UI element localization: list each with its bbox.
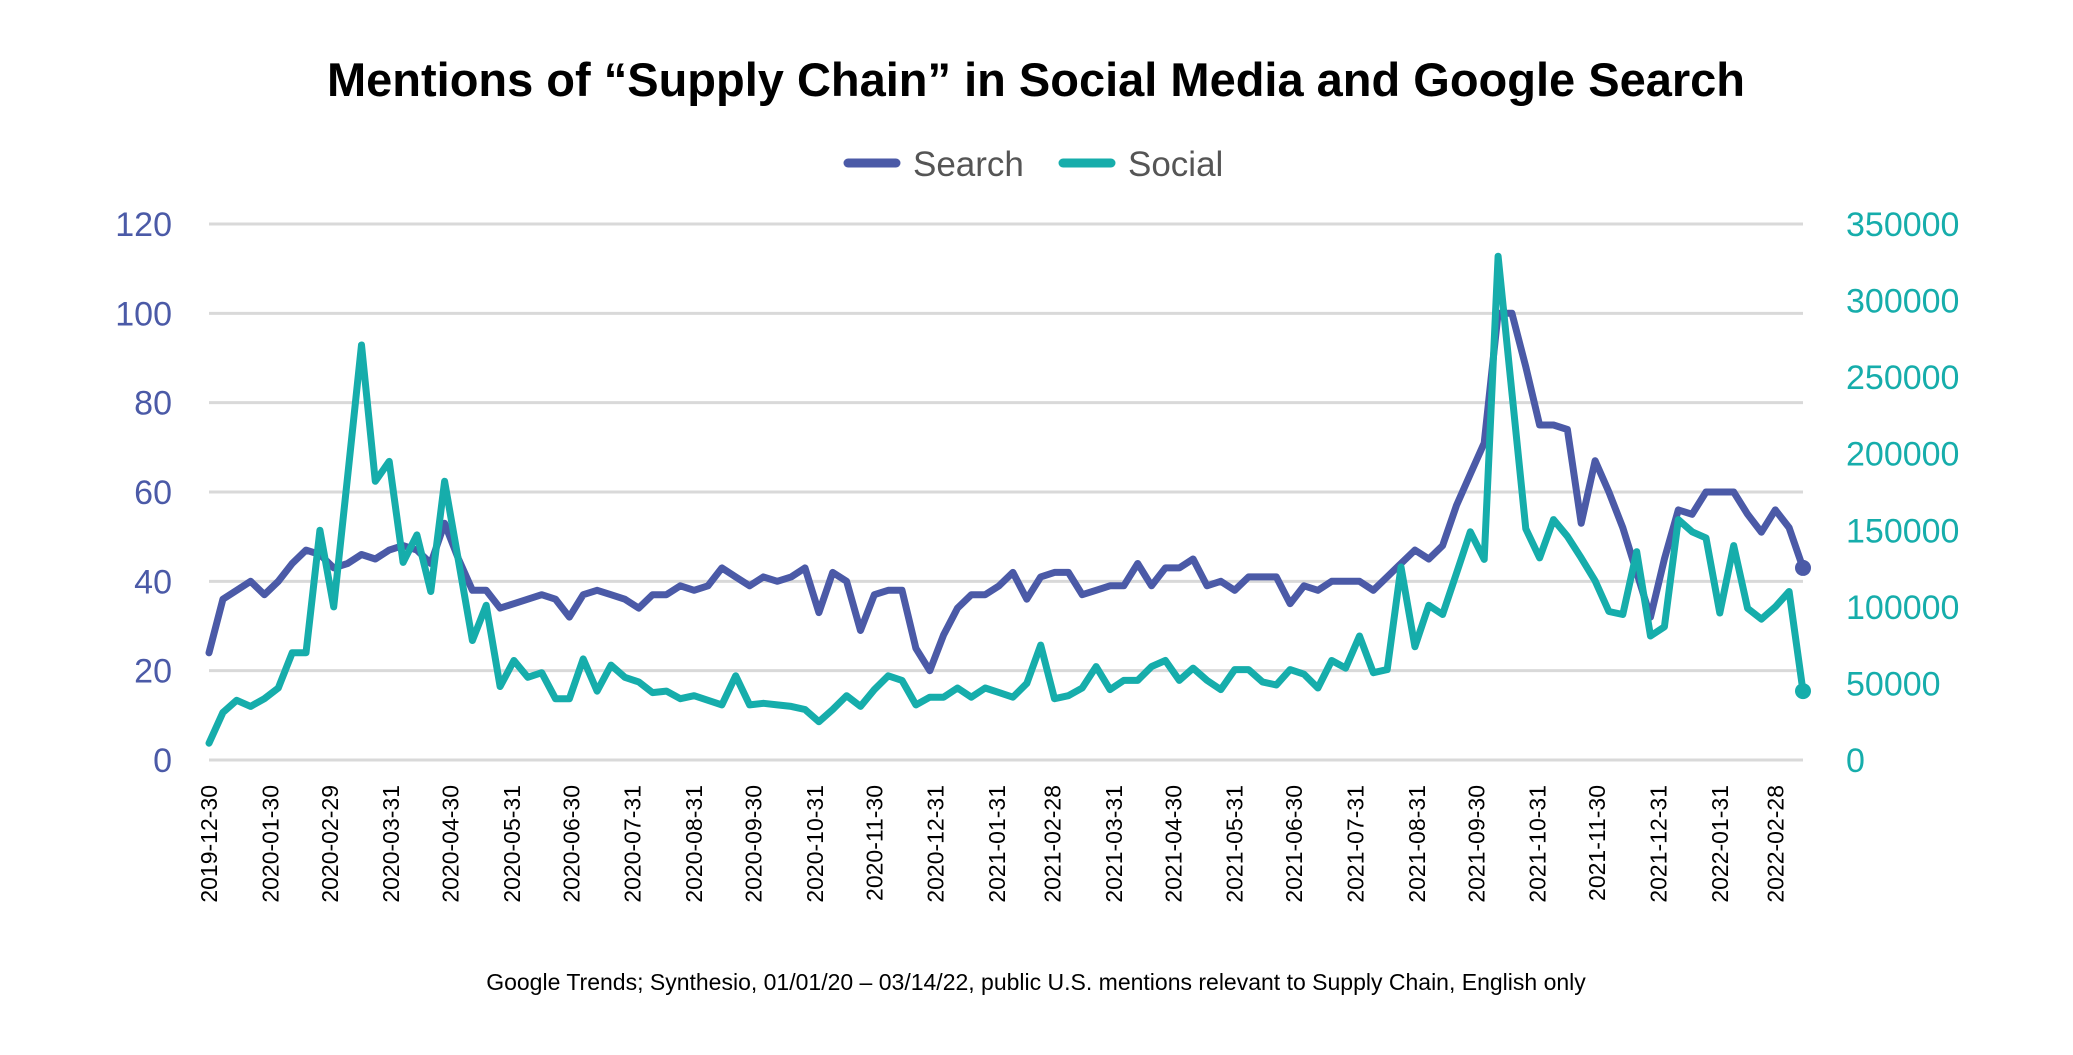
x-tick-label: 2021-04-30 bbox=[1160, 785, 1186, 903]
x-tick-label: 2020-03-31 bbox=[378, 785, 404, 903]
series-lines bbox=[205, 252, 1811, 747]
x-tick-label: 2021-01-31 bbox=[984, 785, 1010, 903]
y-axis-right: 0 50000 100000 150000 200000 250000 300000 3500… bbox=[1846, 206, 1959, 780]
y-right-tick-label: 100000 bbox=[1846, 589, 1959, 627]
x-tick-label: 2021-06-30 bbox=[1281, 785, 1307, 903]
y-right-tick-label: 350000 bbox=[1846, 206, 1959, 244]
x-tick-label: 2022-01-31 bbox=[1707, 785, 1733, 903]
x-tick-label: 2021-08-31 bbox=[1404, 785, 1430, 903]
y-right-tick-label: 200000 bbox=[1846, 436, 1959, 474]
y-left-tick-label: 80 bbox=[134, 385, 172, 423]
x-tick-label: 2021-10-31 bbox=[1525, 785, 1551, 903]
x-tick-label: 2021-05-31 bbox=[1222, 785, 1248, 903]
x-tick-label: 2020-12-31 bbox=[923, 785, 949, 903]
y-left-tick-label: 100 bbox=[115, 295, 172, 333]
y-right-tick-label: 150000 bbox=[1846, 512, 1959, 550]
y-left-tick-label: 60 bbox=[134, 474, 172, 512]
y-right-tick-label: 50000 bbox=[1846, 665, 1941, 703]
x-tick-label: 2020-02-29 bbox=[317, 785, 343, 903]
x-tick-label: 2022-02-28 bbox=[1762, 785, 1788, 903]
chart-title: Mentions of “Supply Chain” in Social Med… bbox=[327, 53, 1745, 106]
x-axis: 2019-12-30 2020-01-30 2020-02-29 2020-03-31… bbox=[196, 785, 1788, 903]
x-tick-label: 2020-06-30 bbox=[558, 785, 584, 903]
y-axis-left: 0 20 40 60 80 100 120 bbox=[115, 206, 172, 780]
x-tick-label: 2020-07-31 bbox=[620, 785, 646, 903]
x-tick-label: 2020-08-31 bbox=[681, 785, 707, 903]
y-right-tick-label: 0 bbox=[1846, 742, 1865, 780]
x-tick-label: 2020-09-30 bbox=[741, 785, 767, 903]
series-line-search bbox=[205, 309, 1807, 675]
y-left-tick-label: 40 bbox=[134, 563, 172, 601]
x-tick-label: 2019-12-30 bbox=[196, 785, 222, 903]
y-right-tick-label: 250000 bbox=[1846, 359, 1959, 397]
footnote: Google Trends; Synthesio, 01/01/20 – 03/… bbox=[486, 969, 1586, 995]
x-tick-label: 2021-11-30 bbox=[1584, 785, 1610, 901]
x-tick-label: 2021-07-31 bbox=[1342, 785, 1368, 903]
x-tick-label: 2021-09-30 bbox=[1463, 785, 1489, 903]
series-line-social bbox=[205, 252, 1807, 747]
end-marker-social bbox=[1795, 683, 1811, 700]
x-tick-label: 2020-01-30 bbox=[257, 785, 283, 903]
legend-label-search: Search bbox=[913, 145, 1024, 184]
x-tick-label: 2020-04-30 bbox=[438, 785, 464, 903]
y-right-tick-label: 300000 bbox=[1846, 283, 1959, 321]
legend-label-social: Social bbox=[1128, 145, 1223, 184]
x-tick-label: 2021-03-31 bbox=[1101, 785, 1127, 903]
y-left-tick-label: 20 bbox=[134, 653, 172, 691]
legend: Search Social bbox=[843, 145, 1223, 184]
y-left-tick-label: 0 bbox=[153, 742, 172, 780]
end-marker-search bbox=[1795, 559, 1811, 576]
x-tick-label: 2021-12-31 bbox=[1645, 785, 1671, 903]
x-tick-label: 2021-02-28 bbox=[1040, 785, 1066, 903]
x-tick-label: 2020-05-31 bbox=[499, 785, 525, 903]
x-tick-label: 2020-10-31 bbox=[802, 785, 828, 903]
x-tick-label: 2020-11-30 bbox=[861, 785, 887, 901]
y-left-tick-label: 120 bbox=[115, 206, 172, 244]
